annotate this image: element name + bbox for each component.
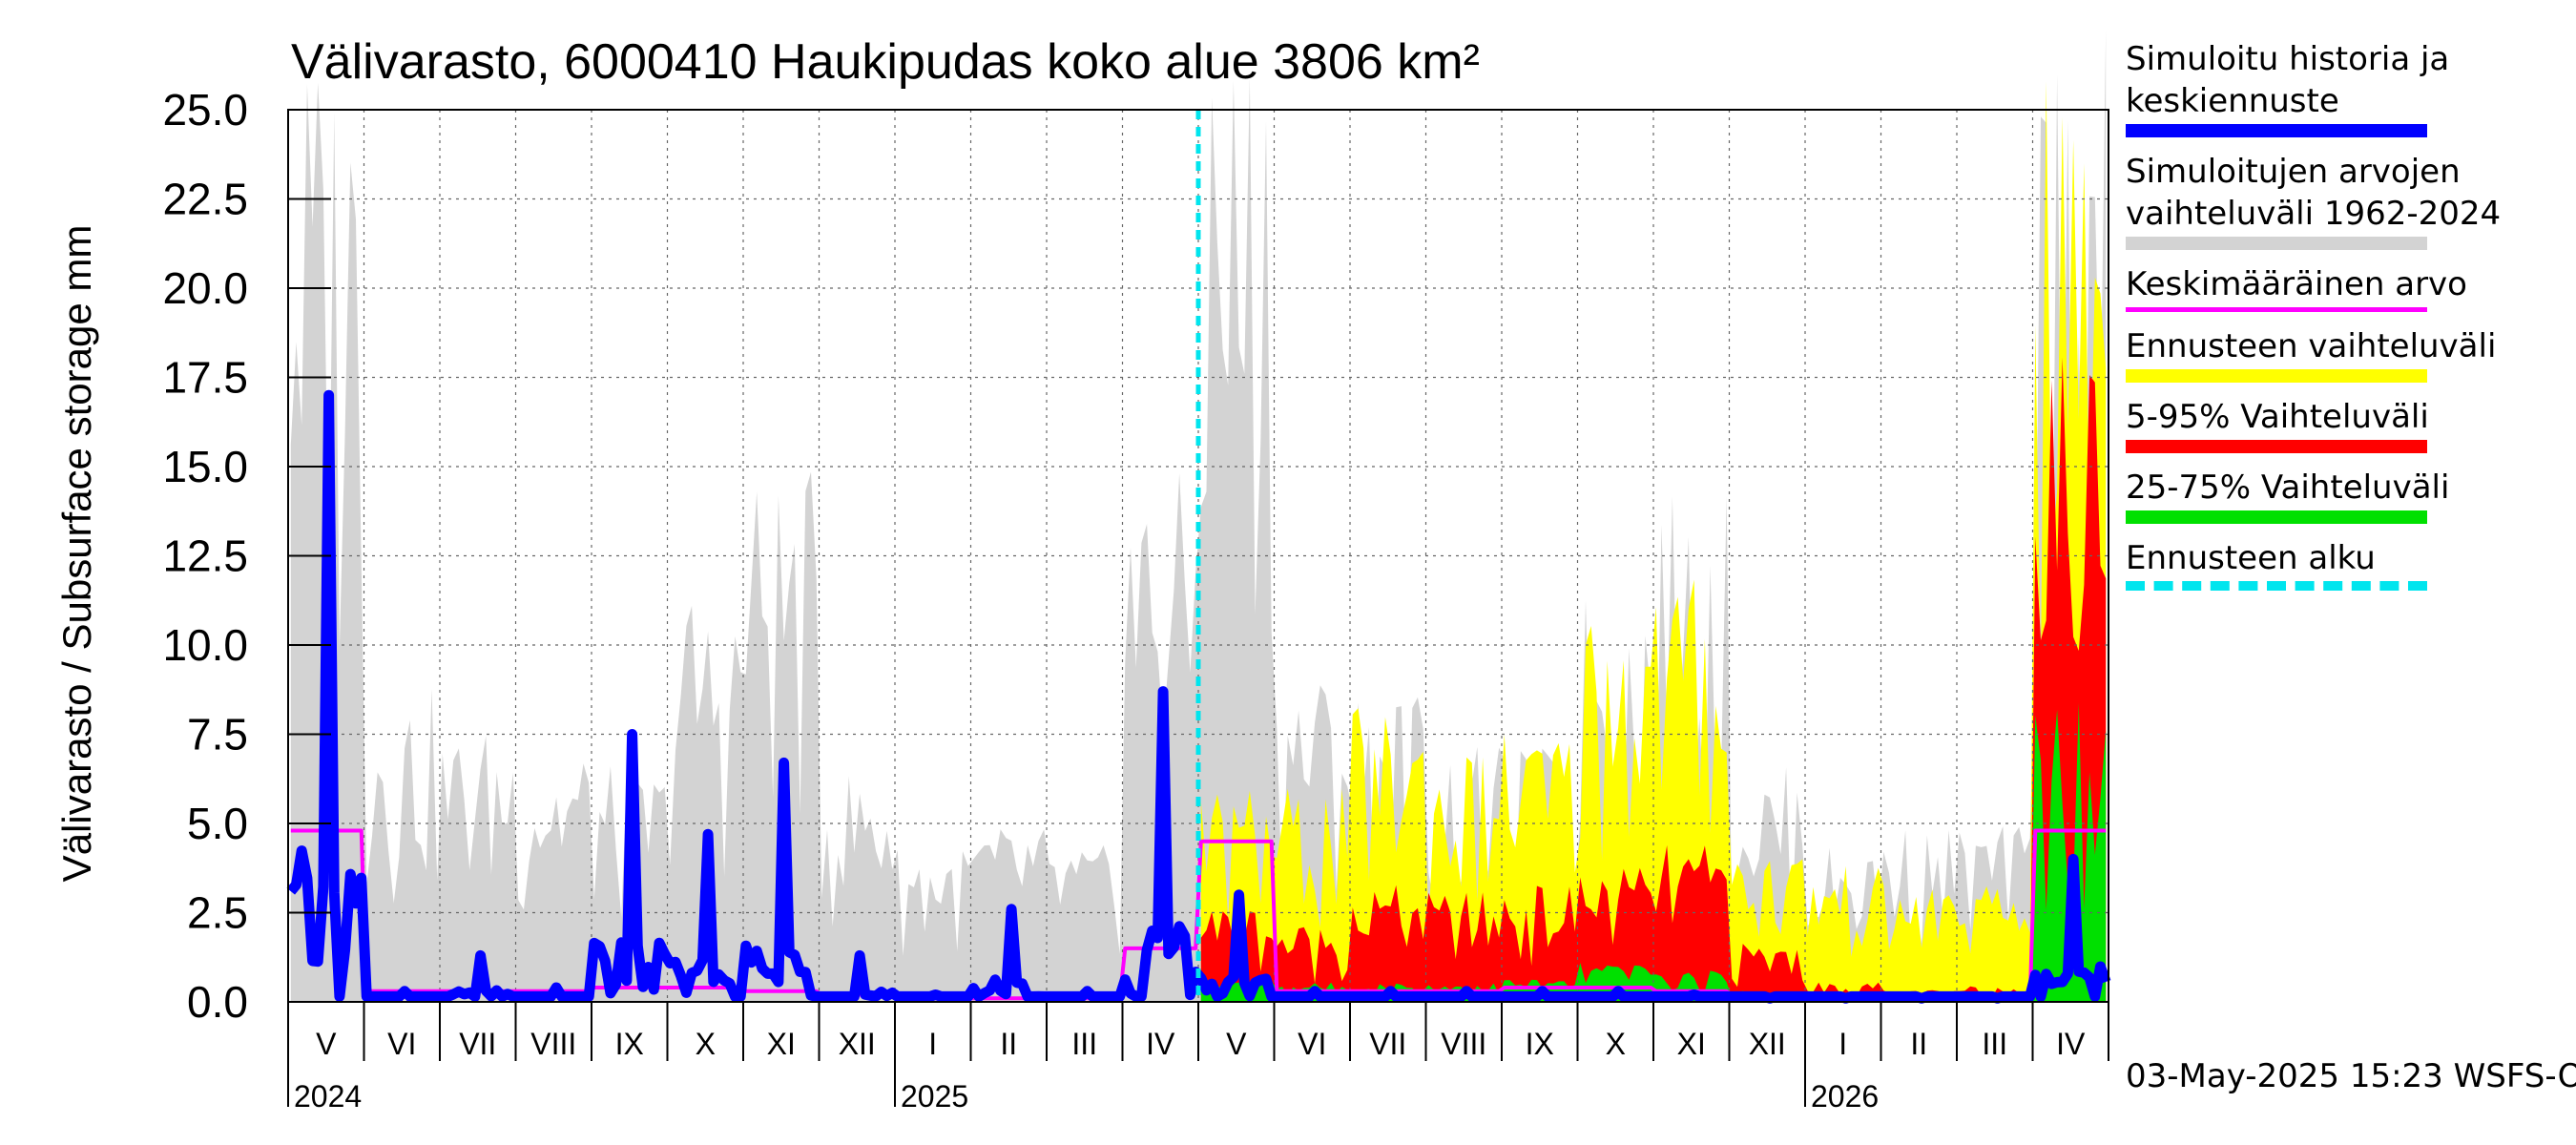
legend-item-25-75-range: 25-75% Vaihteluväli [2126, 467, 2555, 524]
x-year-label: 2026 [1811, 1079, 1879, 1114]
x-month-label: VIII [1441, 1027, 1486, 1061]
x-month-label: II [1000, 1027, 1017, 1061]
x-month-label: III [1982, 1027, 2007, 1061]
y-tick-label: 22.5 [162, 175, 248, 224]
legend: Simuloitu historia ja keskiennuste Simul… [2126, 38, 2555, 604]
legend-item-simulated-history: Simuloitu historia ja keskiennuste [2126, 38, 2555, 137]
legend-label: Simuloitu historia ja keskiennuste [2126, 40, 2450, 120]
legend-swatch [2126, 237, 2427, 250]
legend-swatch [2126, 440, 2427, 453]
y-tick-label: 7.5 [187, 710, 248, 760]
y-tick-label: 17.5 [162, 353, 248, 403]
y-tick-label: 15.0 [162, 442, 248, 491]
legend-swatch [2126, 510, 2427, 524]
y-tick-label: 0.0 [187, 977, 248, 1027]
legend-label: Ennusteen alku [2126, 539, 2376, 577]
x-month-label: XII [1749, 1027, 1786, 1061]
y-tick-label: 12.5 [162, 531, 248, 581]
legend-item-simulated-range: Simuloitujen arvojen vaihteluväli 1962-2… [2126, 151, 2555, 250]
y-axis-label: Välivarasto / Subsurface storage mm [54, 225, 99, 883]
x-month-label: XII [839, 1027, 876, 1061]
chart-lines [286, 110, 2111, 1004]
y-tick-label: 10.0 [162, 620, 248, 670]
y-tick-label: 20.0 [162, 263, 248, 313]
legend-swatch [2126, 369, 2427, 383]
chart-axes: 0.0 2.5 5.0 7.5 10.0 12.5 15.0 17.5 20.0 22.5 25.0… [162, 85, 2109, 1114]
legend-label: Simuloitujen arvojen vaihteluväli 1962-2… [2126, 153, 2502, 233]
x-month-label: XI [1677, 1027, 1706, 1061]
y-tick-label: 25.0 [162, 85, 248, 135]
y-tick-label: 2.5 [187, 888, 248, 938]
x-month-label: VII [1369, 1027, 1406, 1061]
legend-label: 25-75% Vaihteluväli [2126, 468, 2450, 507]
x-month-label: III [1071, 1027, 1097, 1061]
x-month-label: II [1910, 1027, 1927, 1061]
footer-timestamp: 03-May-2025 15:23 WSFS-O [2126, 1057, 2576, 1095]
x-month-label: IX [1526, 1027, 1554, 1061]
band-ennusteen-vaihteluv-li [1200, 81, 2107, 1003]
x-month-label: V [1226, 1027, 1247, 1061]
x-month-label: IX [615, 1027, 644, 1061]
x-month-label: VIII [530, 1027, 576, 1061]
legend-label: Ennusteen vaihteluväli [2126, 327, 2497, 365]
legend-swatch [2126, 307, 2427, 312]
chart-bands [290, 30, 2107, 1003]
legend-item-mean: Keskimääräinen arvo [2126, 263, 2555, 312]
legend-item-5-95-range: 5-95% Vaihteluväli [2126, 396, 2555, 453]
x-month-label: I [1839, 1027, 1847, 1061]
chart-title: Välivarasto, 6000410 Haukipudas koko alu… [291, 34, 1480, 90]
x-month-label: VI [1298, 1027, 1326, 1061]
legend-swatch [2126, 581, 2427, 591]
x-month-label: X [696, 1027, 716, 1061]
y-tick-label: 5.0 [187, 799, 248, 848]
x-month-label: VI [387, 1027, 416, 1061]
legend-label: Keskimääräinen arvo [2126, 265, 2467, 303]
x-year-label: 2025 [901, 1079, 968, 1114]
x-month-label: IV [2056, 1027, 2086, 1061]
x-month-label: V [316, 1027, 337, 1061]
x-month-label: X [1606, 1027, 1626, 1061]
x-month-label: XI [767, 1027, 796, 1061]
x-month-label: I [928, 1027, 937, 1061]
x-month-label: VII [459, 1027, 496, 1061]
legend-item-forecast-range: Ennusteen vaihteluväli [2126, 325, 2555, 383]
legend-item-forecast-start: Ennusteen alku [2126, 537, 2555, 591]
legend-swatch [2126, 124, 2427, 137]
x-month-label: IV [1146, 1027, 1175, 1061]
x-year-label: 2024 [294, 1079, 362, 1114]
legend-label: 5-95% Vaihteluväli [2126, 398, 2429, 436]
